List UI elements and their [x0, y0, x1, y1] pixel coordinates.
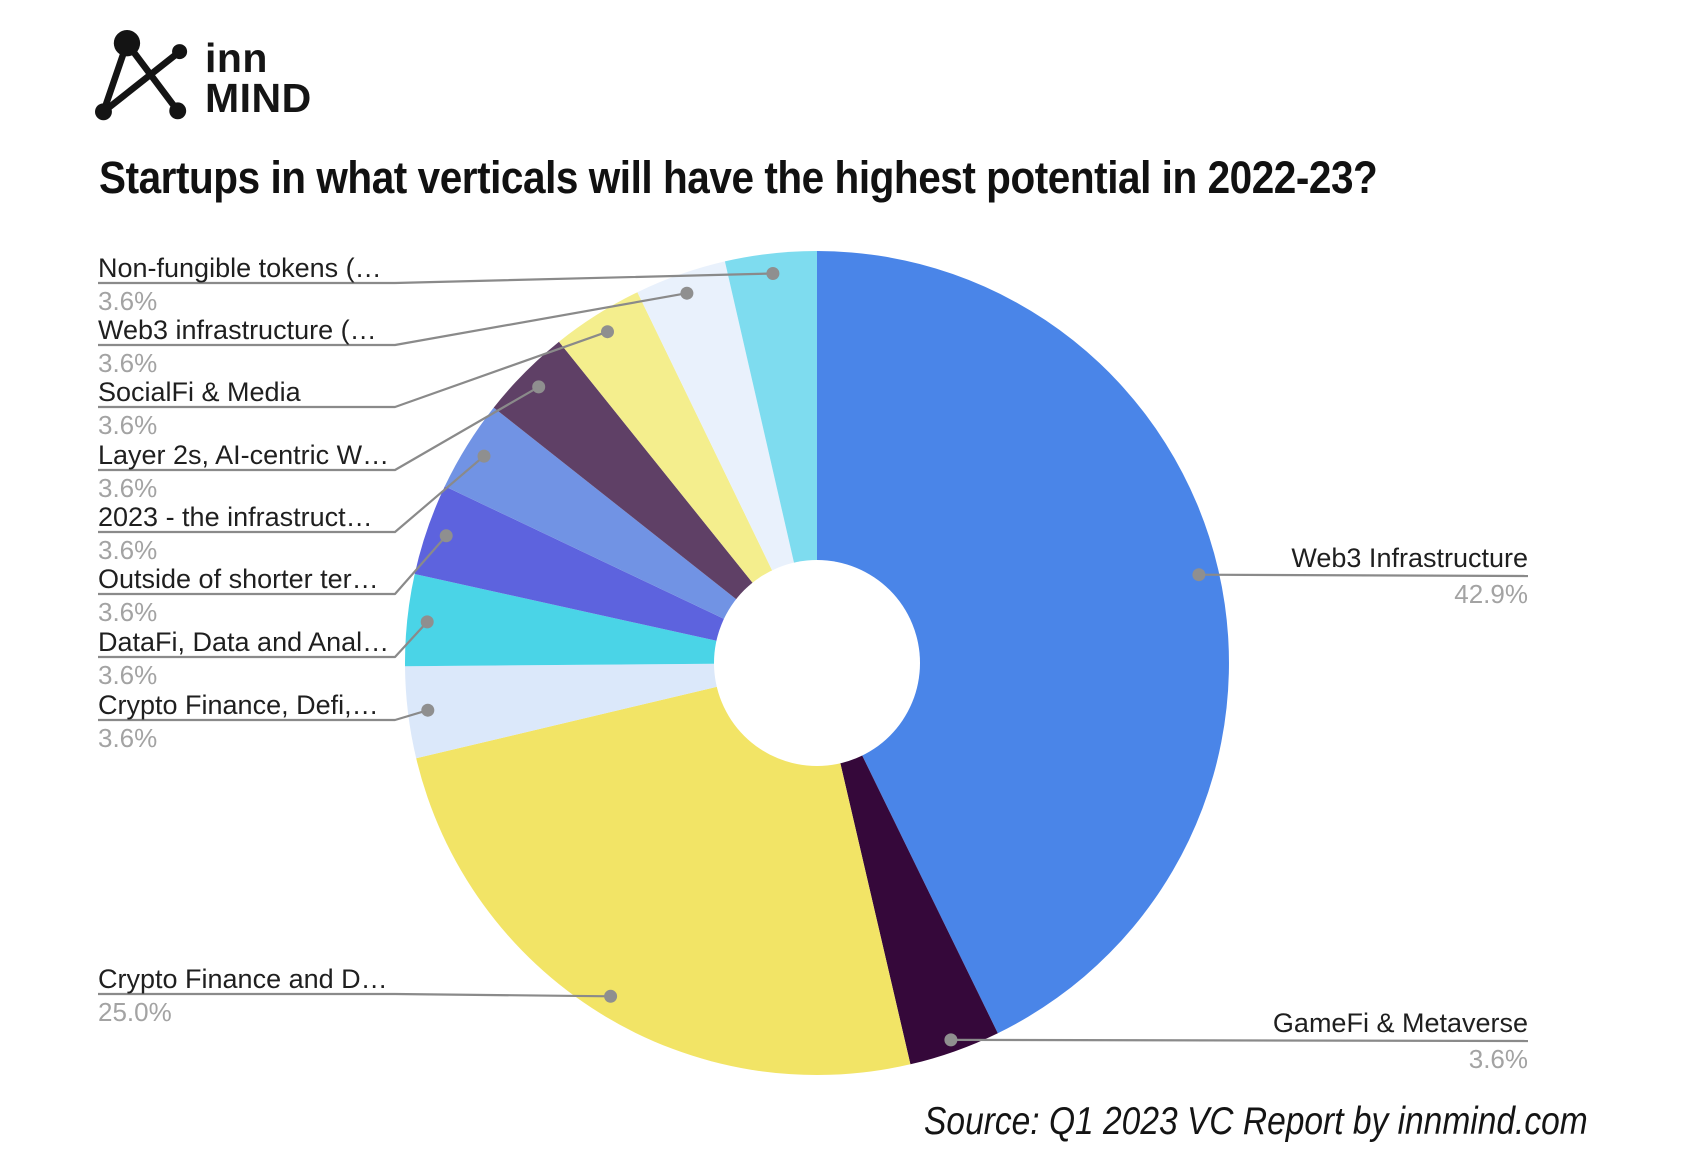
- leader-line-8: [98, 330, 608, 409]
- pie-slice-4: [404, 574, 817, 667]
- leader-line-0: [1198, 573, 1529, 578]
- donut-hole: [714, 560, 920, 766]
- slice-pct-crypto-finance-defi: 3.6%: [98, 723, 158, 753]
- leader-dot-10: [766, 267, 780, 280]
- brand-line-inn: inn: [205, 35, 268, 81]
- pie-slice-10: [724, 250, 817, 663]
- slice-pct-2023-infrastructure: 3.6%: [98, 535, 158, 565]
- pie-slice-9: [637, 261, 817, 663]
- leader-dot-8: [601, 325, 614, 339]
- slice-label-datafi: DataFi, Data and Anal…: [98, 627, 390, 657]
- pie-slice-2: [416, 663, 911, 1076]
- leader-line-7: [98, 385, 540, 472]
- leader-dot-4: [420, 615, 434, 629]
- slice-pct-crypto-finance-and-d: 25.0%: [98, 997, 172, 1027]
- slice-pct-outside-shorter-term: 3.6%: [98, 597, 158, 627]
- leader-line-1: [950, 1038, 1529, 1043]
- slice-pct-web3-infrastructure-small: 3.6%: [98, 348, 158, 378]
- leader-line-5: [98, 535, 448, 596]
- slice-pct-web3-infrastructure: 42.9%: [1454, 579, 1528, 609]
- pie-slice-7: [493, 341, 817, 663]
- leader-dot-5: [439, 529, 453, 543]
- slice-pct-non-fungible-tokens: 3.6%: [98, 286, 158, 316]
- leader-line-4: [98, 621, 429, 659]
- slice-pct-layer-2s: 3.6%: [98, 473, 158, 503]
- innmind-logo: inn MIND: [95, 30, 312, 124]
- leader-line-2: [98, 992, 611, 998]
- slice-label-crypto-finance-defi: Crypto Finance, Defi,…: [98, 690, 379, 720]
- leader-dot-3: [421, 703, 435, 717]
- leader-line-6: [98, 455, 485, 534]
- leader-dot-2: [604, 989, 618, 1003]
- pie-slice-0: [817, 251, 1229, 1034]
- slice-pct-gamefi-metaverse: 3.6%: [1468, 1044, 1528, 1074]
- innmind-wordmark: inn MIND: [205, 35, 312, 121]
- slice-label-gamefi-metaverse: GameFi & Metaverse: [1272, 1008, 1528, 1038]
- pie-slice-8: [559, 292, 817, 663]
- slice-label-web3-infrastructure: Web3 Infrastructure: [1291, 543, 1528, 573]
- leader-dot-1: [944, 1033, 958, 1047]
- pie-slice-3: [405, 663, 817, 759]
- leader-dot-9: [680, 286, 694, 300]
- leader-line-9: [98, 292, 688, 347]
- pie-slice-6: [444, 407, 817, 663]
- leader-line-10: [98, 272, 773, 285]
- slice-label-crypto-finance-and-d: Crypto Finance and D…: [98, 964, 388, 994]
- brand-line-mind: MIND: [205, 75, 312, 121]
- innmind-network-icon: [95, 30, 188, 121]
- slice-label-socialfi-media: SocialFi & Media: [98, 377, 301, 407]
- pie-slice-5: [414, 486, 817, 663]
- slice-label-non-fungible-tokens: Non-fungible tokens (…: [98, 253, 382, 283]
- leader-dot-6: [477, 449, 491, 463]
- slice-pct-socialfi-media: 3.6%: [98, 410, 158, 440]
- slice-label-outside-shorter-term: Outside of shorter ter…: [98, 564, 379, 594]
- source-note: Source: Q1 2023 VC Report by innmind.com: [924, 1100, 1588, 1143]
- slice-label-layer-2s: Layer 2s, AI-centric W…: [98, 440, 390, 470]
- slice-pct-datafi: 3.6%: [98, 660, 158, 690]
- leader-dot-7: [532, 380, 546, 394]
- leader-dot-0: [1192, 568, 1206, 582]
- slice-label-web3-infrastructure-small: Web3 infrastructure (…: [98, 315, 377, 345]
- slice-label-2023-infrastructure: 2023 - the infrastruct…: [98, 502, 373, 532]
- page-title: Startups in what verticals will have the…: [99, 152, 1378, 203]
- leader-line-3: [98, 709, 429, 722]
- pie-slice-1: [817, 663, 998, 1065]
